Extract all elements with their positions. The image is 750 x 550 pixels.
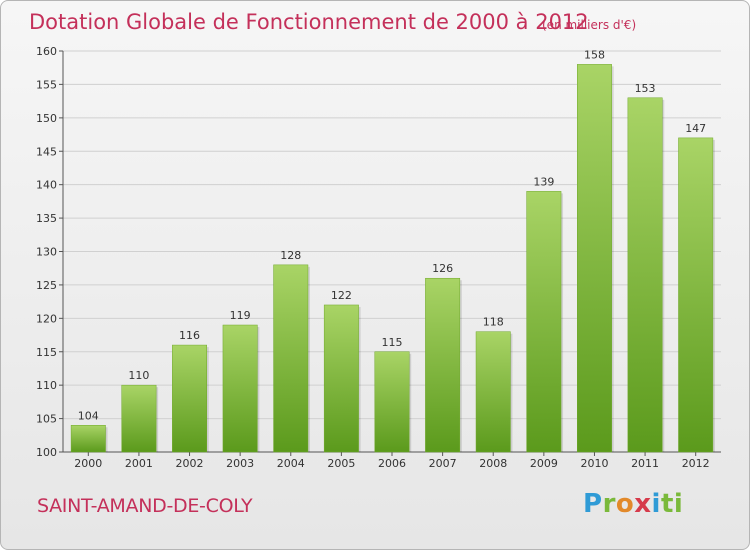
data-label: 122 (331, 289, 352, 302)
x-tick-label: 2012 (682, 457, 710, 470)
bar-2009 (526, 191, 562, 453)
y-tick-label: 130 (36, 246, 57, 259)
x-tick-label: 2005 (327, 457, 355, 470)
data-label: 128 (280, 249, 301, 262)
y-tick-label: 135 (36, 212, 57, 225)
bar-2005 (323, 304, 359, 453)
bar-2004 (273, 264, 309, 453)
y-tick-label: 105 (36, 413, 57, 426)
y-tick-label: 120 (36, 312, 57, 325)
bars (70, 64, 715, 453)
data-label: 158 (584, 48, 605, 61)
y-tick-label: 150 (36, 112, 57, 125)
bar-2008 (475, 331, 511, 453)
bar-2010 (577, 64, 612, 453)
data-label: 153 (635, 82, 656, 95)
x-tick-label: 2006 (378, 457, 406, 470)
bar-2003 (222, 324, 258, 453)
labels: 100 105 110 115 120 125 130 135 140 145 150 155 160 1… (36, 45, 710, 470)
chart-title: Dotation Globale de Fonctionnement de 20… (29, 10, 589, 34)
y-tick-label: 115 (36, 346, 57, 359)
y-tick-label: 125 (36, 279, 57, 292)
x-tick-label: 2002 (176, 457, 204, 470)
unit-note: (en milliers d'€) (542, 18, 637, 32)
data-label: 116 (179, 329, 200, 342)
x-tick-label: 2003 (226, 457, 254, 470)
y-tick-label: 110 (36, 379, 57, 392)
x-tick-label: 2010 (580, 457, 608, 470)
y-tick-label: 145 (36, 145, 57, 158)
data-label: 139 (533, 175, 554, 188)
bar-2006 (374, 351, 410, 453)
x-tick-label: 2011 (631, 457, 659, 470)
data-label: 147 (685, 122, 706, 135)
data-label: 115 (382, 336, 403, 349)
commune-name: SAINT-AMAND-DE-COLY (37, 495, 253, 517)
data-label: 119 (230, 309, 251, 322)
x-tick-label: 2008 (479, 457, 507, 470)
data-label: 104 (78, 409, 99, 422)
bar-2002 (172, 344, 207, 453)
proxiti-logo: Proxiti (583, 489, 684, 519)
y-tick-label: 100 (36, 446, 57, 459)
data-label: 110 (128, 369, 149, 382)
bar-2000 (70, 425, 106, 453)
x-tick-label: 2007 (429, 457, 457, 470)
x-tick-label: 2009 (530, 457, 558, 470)
x-tick-label: 2001 (125, 457, 153, 470)
y-tick-label: 140 (36, 179, 57, 192)
bar-2011 (627, 97, 663, 453)
data-label: 126 (432, 262, 453, 275)
x-tick-label: 2004 (277, 457, 305, 470)
y-tick-label: 155 (36, 78, 57, 91)
y-tick-label: 160 (36, 45, 57, 58)
bar-2001 (121, 384, 157, 453)
data-label: 118 (483, 316, 504, 329)
bar-2007 (425, 277, 461, 453)
bar-2012 (678, 137, 714, 453)
x-tick-label: 2000 (74, 457, 102, 470)
